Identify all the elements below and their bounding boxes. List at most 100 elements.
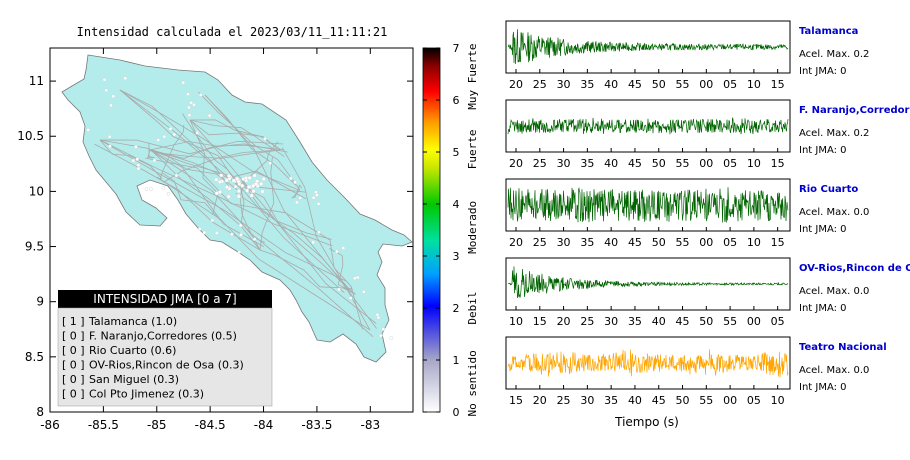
time-tick-label: 40 <box>604 236 618 249</box>
time-tick-label: 05 <box>723 157 737 170</box>
colorbar-tick-label: 3 <box>453 250 460 263</box>
road <box>145 157 331 241</box>
legend-entry-badge: [ 0 ] <box>62 344 85 357</box>
road <box>189 119 278 149</box>
town-markers <box>86 76 394 340</box>
town-marker <box>337 287 341 292</box>
town-marker <box>317 230 321 234</box>
time-tick-label: 30 <box>557 236 571 249</box>
road <box>239 184 265 243</box>
road <box>197 91 301 191</box>
town-marker <box>233 184 238 189</box>
station-intensity: Int JMA: 0 <box>799 224 847 235</box>
waveform-trace <box>507 266 789 299</box>
station-intensity: Int JMA: 0 <box>799 382 847 393</box>
town-marker <box>236 194 241 199</box>
time-tick-label: 35 <box>580 236 594 249</box>
town-marker <box>136 163 141 167</box>
town-marker <box>111 94 115 99</box>
time-tick-label: 55 <box>676 236 690 249</box>
colorbar-tick-label: 2 <box>453 302 460 315</box>
time-tick-label: 35 <box>604 394 618 407</box>
town-marker <box>314 190 318 194</box>
town-marker <box>174 173 179 178</box>
map-y-tick-label: 9 <box>36 295 44 309</box>
town-marker <box>298 196 303 200</box>
road <box>156 176 371 331</box>
time-tick-label: 00 <box>699 78 713 91</box>
time-tick-label: 20 <box>509 236 523 249</box>
town-marker <box>217 179 222 184</box>
town-marker <box>252 237 257 241</box>
town-marker <box>316 202 321 206</box>
colorbar-category-label: Moderado <box>466 201 479 254</box>
town-marker <box>239 233 243 237</box>
map-y-tick-label: 9.5 <box>25 240 44 254</box>
legend-entries: [ 1 ] Talamanca (1.0)[ 0 ] F. Naranjo,Corr… <box>62 315 244 401</box>
time-tick-label: 20 <box>533 394 547 407</box>
legend-entry-text: Col Pto Jimenez (0.3) <box>89 388 204 401</box>
road <box>329 239 363 330</box>
town-marker <box>198 93 203 97</box>
station-acceleration: Acel. Max. 0.2 <box>799 128 869 139</box>
station-panel: 20 25 30 35 40 45 50 55 00 05 10 15 F. Naranjo,Corre… <box>505 99 910 170</box>
costa-rica-land <box>61 54 413 363</box>
station-intensity: Int JMA: 0 <box>799 303 847 314</box>
station-name: Talamanca <box>799 26 858 37</box>
map-x-tick-label: -84 <box>254 418 274 432</box>
map-y-tick-label: 10 <box>29 184 44 198</box>
town-marker <box>195 131 199 135</box>
town-marker <box>389 336 394 340</box>
station-name: F. Naranjo,Corredores <box>799 105 910 116</box>
map-x-tick-label: -86 <box>40 418 60 432</box>
time-tick-label: 45 <box>628 236 642 249</box>
town-marker <box>156 138 160 142</box>
map-x-tick-label: -83.5 <box>301 418 332 432</box>
town-marker <box>134 145 138 149</box>
town-marker <box>215 231 219 235</box>
road <box>189 119 377 324</box>
town-marker <box>315 193 319 197</box>
town-marker <box>251 183 256 188</box>
town-marker <box>172 132 177 137</box>
colorbar-category-label: Muy Fuerte <box>466 43 479 109</box>
legend-header: INTENSIDAD JMA [0 a 7] <box>93 292 236 306</box>
time-tick-label: 25 <box>580 315 594 328</box>
town-marker <box>152 158 157 163</box>
town-marker <box>238 223 243 228</box>
town-marker <box>249 193 254 198</box>
town-marker <box>311 240 315 245</box>
station-name: OV-Rios,Rincon de Osa <box>799 263 910 274</box>
time-tick-label: 50 <box>652 236 666 249</box>
colorbar-tick-label: 5 <box>453 146 460 159</box>
town-marker <box>355 275 360 280</box>
time-tick-label: 55 <box>676 157 690 170</box>
time-tick-label: 45 <box>652 394 666 407</box>
road <box>189 119 219 215</box>
time-tick-label: 30 <box>557 157 571 170</box>
town-marker <box>226 173 231 178</box>
town-marker <box>224 178 229 183</box>
station-acceleration: Acel. Max. 0.0 <box>799 286 869 297</box>
map-x-tick-label: -85.5 <box>88 418 119 432</box>
time-tick-label: 55 <box>699 394 713 407</box>
legend-entry-text: F. Naranjo,Corredores (0.5) <box>89 330 237 343</box>
station-waveforms: 20 25 30 35 40 45 50 55 00 05 10 15 Talamanca Acel. M… <box>505 20 910 407</box>
road <box>149 143 288 159</box>
road <box>329 248 351 291</box>
time-tick-label: 00 <box>747 315 761 328</box>
time-tick-label: 15 <box>509 394 523 407</box>
town-marker <box>259 181 264 186</box>
town-marker <box>260 189 265 194</box>
town-marker <box>168 127 173 131</box>
station-intensity: Int JMA: 0 <box>799 66 847 77</box>
legend-entry-badge: [ 1 ] <box>62 315 85 328</box>
town-marker <box>381 327 386 331</box>
road <box>182 113 241 186</box>
time-tick-label: 15 <box>533 315 547 328</box>
waveform-trace <box>507 117 789 135</box>
time-tick-label: 15 <box>771 236 785 249</box>
road <box>161 172 221 221</box>
town-marker <box>186 92 190 96</box>
